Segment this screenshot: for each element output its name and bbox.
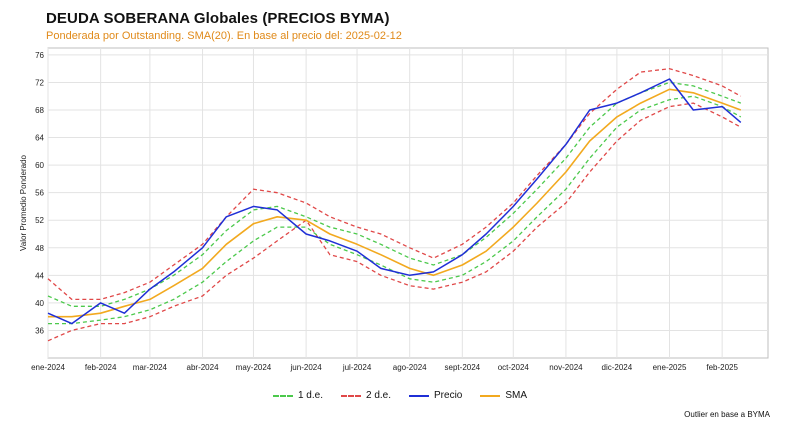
y-tick-label: 40 xyxy=(35,299,44,308)
x-tick-label: jul-2024 xyxy=(342,363,372,372)
x-tick-label: oct-2024 xyxy=(498,363,530,372)
y-tick-label: 68 xyxy=(35,106,44,115)
series-2de-upper-line xyxy=(47,68,742,301)
x-tick-label: ago-2024 xyxy=(393,363,427,372)
series-precio-line xyxy=(47,78,742,325)
legend-swatch-1de xyxy=(272,394,293,397)
x-tick-label: ene-2024 xyxy=(31,363,65,372)
x-tick-label: dic-2024 xyxy=(602,363,633,372)
legend-item-precio: Precio xyxy=(409,390,462,401)
chart-subtitle: Ponderada por Outstanding. SMA(20). En b… xyxy=(46,30,402,42)
x-tick-label: feb-2024 xyxy=(85,363,117,372)
chart-title: DEUDA SOBERANA Globales (PRECIOS BYMA) xyxy=(46,10,390,27)
x-tick-label: may-2024 xyxy=(236,363,272,372)
legend-label-1de: 1 d.e. xyxy=(297,390,323,401)
legend-item-sma: SMA xyxy=(480,390,527,401)
legend-label-precio: Precio xyxy=(434,390,463,401)
y-tick-label: 52 xyxy=(35,216,44,225)
legend: 1 d.e. 2 d.e. Precio SMA xyxy=(0,390,800,401)
legend-label-sma: SMA xyxy=(505,390,528,401)
legend-swatch-2de xyxy=(340,394,361,397)
y-tick-label: 60 xyxy=(35,161,44,170)
y-tick-label: 76 xyxy=(35,51,44,60)
y-axis-label: Valor Promedio Ponderado xyxy=(19,155,28,251)
x-tick-label: mar-2024 xyxy=(133,363,168,372)
y-tick-label: 72 xyxy=(35,78,44,87)
series-2de-lower-line xyxy=(47,102,742,342)
y-tick-label: 64 xyxy=(35,134,44,143)
y-tick-label: 56 xyxy=(35,189,44,198)
x-tick-label: abr-2024 xyxy=(187,363,220,372)
legend-item-1de: 1 d.e. xyxy=(272,390,323,401)
x-tick-label: sept-2024 xyxy=(445,363,481,372)
y-tick-label: 48 xyxy=(35,244,44,253)
legend-swatch-sma xyxy=(480,394,501,397)
legend-swatch-precio xyxy=(409,394,430,397)
y-tick-label: 44 xyxy=(35,271,44,280)
legend-label-2de: 2 d.e. xyxy=(365,390,392,401)
x-tick-label: feb-2025 xyxy=(706,363,738,372)
legend-item-2de: 2 d.e. xyxy=(340,390,392,401)
x-tick-label: nov-2024 xyxy=(549,363,583,372)
x-tick-label: ene-2025 xyxy=(653,363,687,372)
y-tick-label: 36 xyxy=(35,326,44,335)
series-1de-upper-line xyxy=(47,81,742,307)
footnote: Outlier en base a BYMA xyxy=(684,410,770,419)
series-sma-line xyxy=(48,88,742,318)
x-tick-label: jun-2024 xyxy=(290,363,323,372)
